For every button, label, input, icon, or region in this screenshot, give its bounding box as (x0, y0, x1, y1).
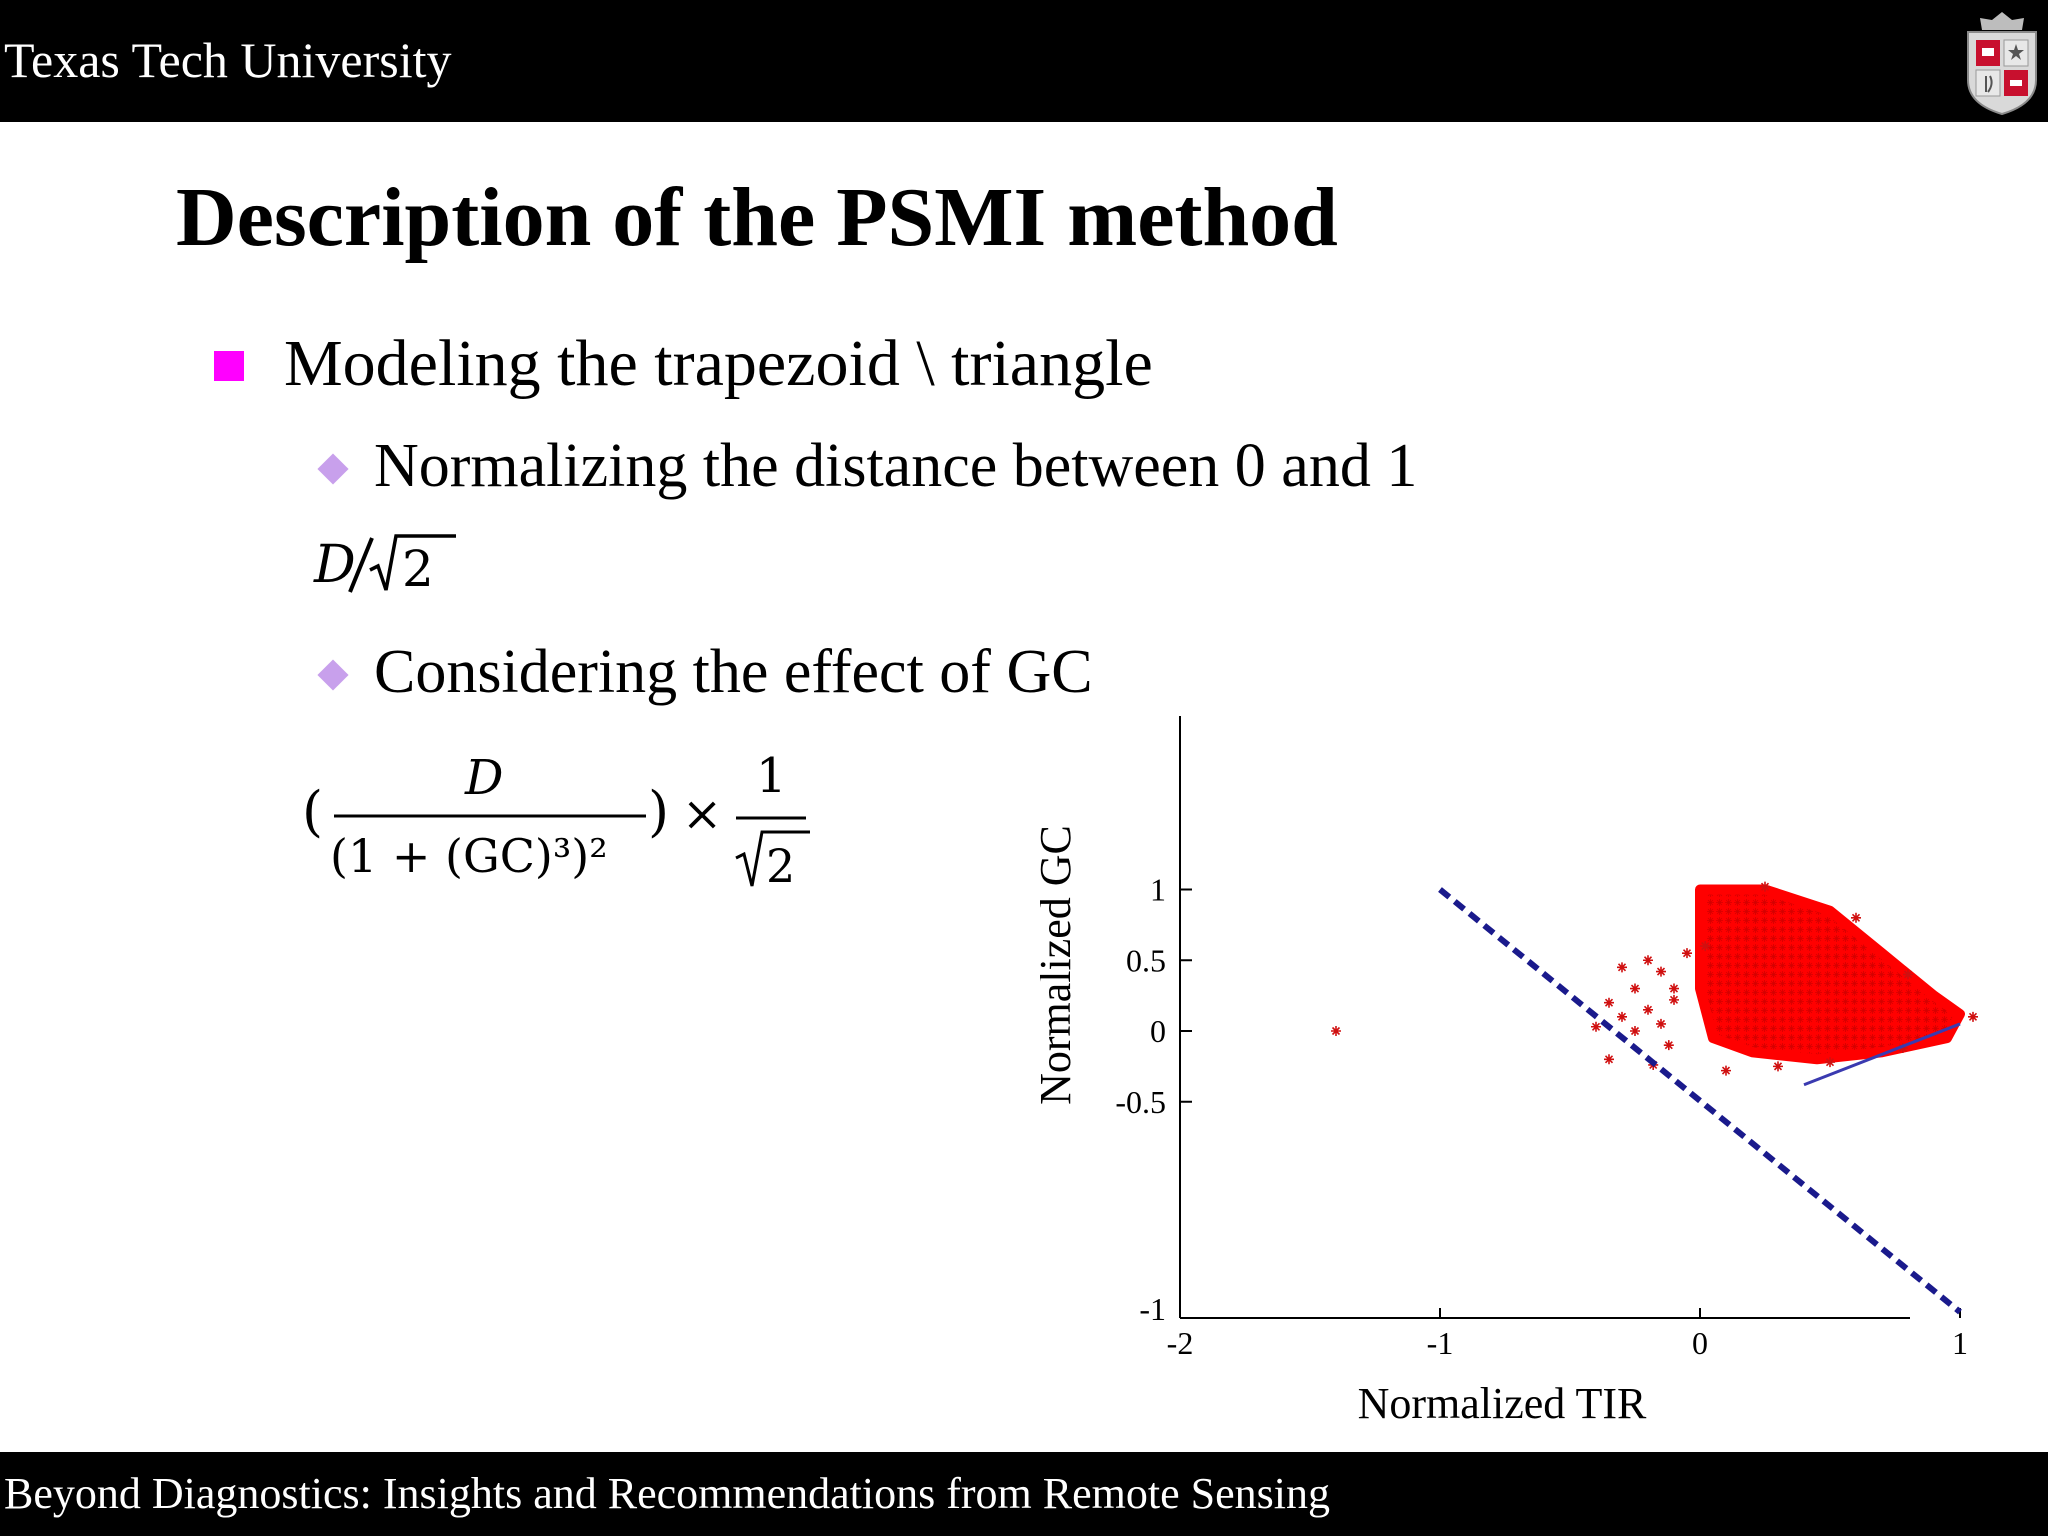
data-point (1331, 1026, 1341, 1036)
data-point (1604, 997, 1614, 1008)
formula-open-paren: ( (302, 780, 323, 843)
formula-denominator: (1 + (GC)³)² (330, 829, 608, 883)
scatter-chart: -2 -1 0 1-1-0.500.51 Normalized TIR Normali… (1040, 716, 1978, 1428)
point-cloud (1695, 884, 1965, 1065)
y-tick-label: 1 (1150, 872, 1166, 908)
data-point (1630, 983, 1640, 994)
data-point (1643, 955, 1653, 966)
data-point (1630, 1026, 1640, 1036)
formula-sqrt-arg: 2 (402, 540, 434, 598)
y-tick-label: -0.5 (1115, 1084, 1166, 1120)
data-point (1617, 1011, 1627, 1022)
data-point (1760, 881, 1770, 892)
bullet-text: Modeling the trapezoid \ triangle (284, 327, 1153, 400)
data-point (1903, 969, 1913, 980)
x-tick-label: 0 (1692, 1325, 1708, 1361)
slide-title: Description of the PSMI method (176, 171, 1338, 264)
bullet-text: Considering the effect of GC (374, 638, 1093, 706)
formula-numerator: D (464, 750, 503, 806)
data-point (1825, 1057, 1835, 1068)
data-point (1669, 994, 1679, 1005)
formula-numerator: D (313, 535, 356, 595)
formula-one: 1 (756, 748, 787, 804)
distance-segment (1803, 1022, 1961, 1087)
data-point (1721, 1065, 1731, 1076)
data-point (1591, 1021, 1601, 1032)
y-axis-label: Normalized GC (1040, 825, 1080, 1105)
diamond-bullet-icon (317, 453, 349, 485)
footer-bar: Beyond Diagnostics: Insights and Recomme… (0, 1452, 2048, 1536)
formula-close-paren: ) (648, 780, 669, 843)
diamond-bullet-icon (317, 659, 349, 691)
dry-edge-line (1438, 887, 1962, 1315)
data-point (1773, 1061, 1783, 1072)
x-tick-label: 1 (1952, 1325, 1968, 1361)
university-seal-icon (1967, 12, 2037, 116)
data-point (1643, 1004, 1653, 1015)
data-point (1656, 966, 1666, 977)
plot-area: -2 -1 0 1-1-0.500.51 (1115, 716, 1978, 1361)
x-tick-label: -2 (1167, 1325, 1194, 1361)
x-tick-label: -1 (1427, 1325, 1454, 1361)
data-point (1617, 962, 1627, 973)
organization-name: Texas Tech University (4, 32, 452, 88)
data-point (1656, 1018, 1666, 1029)
header-bar: Texas Tech University (0, 0, 2048, 122)
data-point (1897, 1042, 1908, 1053)
x-axis-label: Normalized TIR (1358, 1379, 1647, 1428)
data-point (1663, 1040, 1674, 1051)
y-tick-label: 0 (1150, 1013, 1166, 1049)
data-point (1682, 948, 1692, 959)
square-bullet-icon (214, 351, 244, 381)
formula-sqrt-arg: 2 (766, 839, 795, 893)
y-tick-label: -1 (1139, 1291, 1166, 1327)
data-point (1968, 1011, 1978, 1022)
data-point (1851, 912, 1861, 923)
data-point (1669, 983, 1679, 994)
footer-text: Beyond Diagnostics: Insights and Recomme… (4, 1469, 1330, 1518)
bullet-text: Normalizing the distance between 0 and 1 (374, 432, 1418, 500)
data-point (1700, 941, 1711, 952)
formula-gc-weighted-distance: ( D (1 + (GC)³)² ) × 1 2 (302, 748, 810, 893)
y-tick-label: 0.5 (1126, 942, 1166, 978)
data-point (1604, 1054, 1614, 1065)
formula-d-over-sqrt2: D 2 (313, 534, 456, 598)
formula-times: × (682, 786, 722, 842)
